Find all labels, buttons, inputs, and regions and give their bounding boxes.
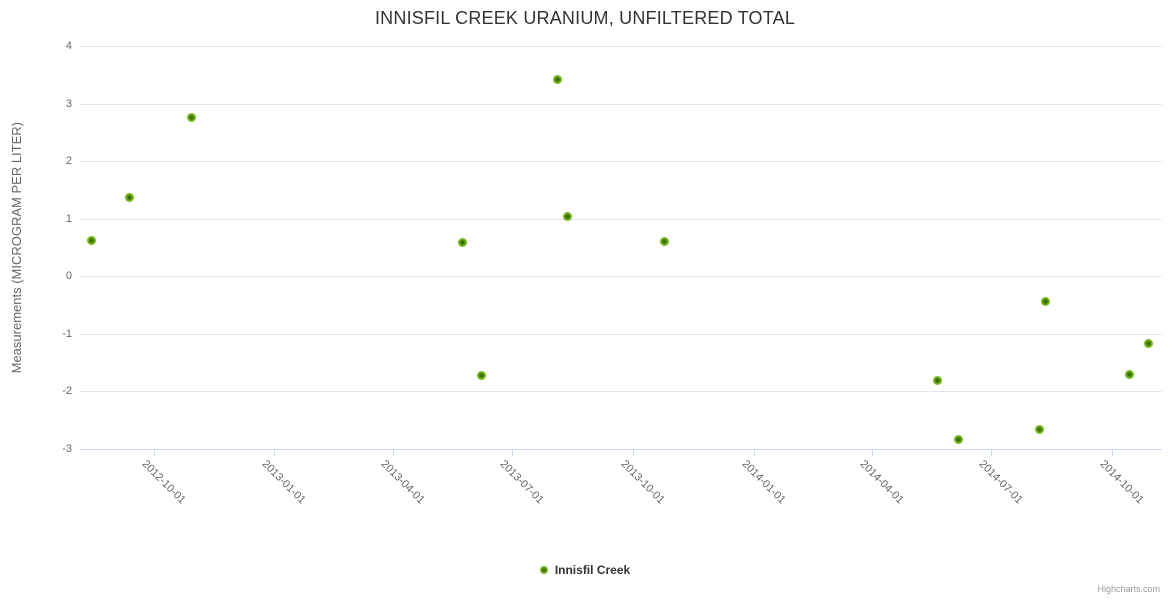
y-axis-tick-label: 1 (65, 212, 72, 225)
y-axis-title-text: Measurements (MICROGRAM PER LITER) (8, 121, 24, 374)
x-axis-tick-label: 2013-07-01 (497, 458, 546, 507)
data-point[interactable] (553, 75, 563, 85)
y-gridline (80, 391, 1162, 392)
y-axis-tick-label: 2 (65, 155, 72, 168)
data-point[interactable] (1040, 296, 1050, 306)
x-axis-tick-mark (633, 450, 634, 456)
legend-item-innisfil-creek[interactable]: Innisfil Creek (539, 563, 631, 577)
y-axis-title: Measurements (MICROGRAM PER LITER) (6, 46, 26, 449)
y-axis-tick-label: 3 (65, 97, 72, 110)
x-axis-tick-mark (1112, 450, 1113, 456)
y-axis-tick-label: -2 (62, 385, 72, 398)
data-point[interactable] (1144, 338, 1154, 348)
x-axis-tick-label: 2013-10-01 (618, 458, 667, 507)
y-axis-tick-label: -3 (62, 443, 72, 455)
y-gridline (80, 276, 1162, 277)
data-point[interactable] (953, 434, 963, 444)
x-axis-tick-mark (754, 450, 755, 456)
x-axis-tick-label: 2013-01-01 (259, 458, 309, 507)
y-gridline (80, 104, 1162, 105)
x-axis-tick-label: 2014-10-01 (1097, 458, 1146, 507)
x-axis-tick-mark (991, 450, 992, 456)
x-axis-tick-label: 2014-04-01 (857, 458, 906, 507)
x-axis-tick-label: 2014-07-01 (976, 458, 1026, 507)
data-point[interactable] (562, 211, 572, 221)
data-point[interactable] (87, 236, 97, 246)
x-axis-tick-mark (393, 450, 394, 456)
x-axis-tick-label: 2012-10-01 (139, 458, 188, 507)
legend-item-label: Innisfil Creek (554, 563, 631, 577)
y-gridline (80, 46, 1162, 47)
y-axis-tick-label: 0 (65, 270, 72, 283)
data-point[interactable] (125, 192, 135, 202)
chart-title: INNISFIL CREEK URANIUM, UNFILTERED TOTAL (374, 8, 796, 28)
legend: Innisfil Creek (0, 561, 1170, 579)
data-point[interactable] (187, 112, 197, 122)
legend-marker-icon (539, 566, 548, 574)
x-axis-line (80, 449, 1162, 450)
x-axis-tick-label: 2013-04-01 (378, 458, 427, 507)
y-gridline (80, 334, 1162, 335)
data-point[interactable] (932, 375, 942, 385)
y-gridline (80, 161, 1162, 162)
data-point[interactable] (477, 370, 487, 380)
x-axis-tick-mark (512, 450, 513, 456)
data-point[interactable] (1124, 369, 1134, 379)
y-axis-tick-label: -1 (62, 327, 72, 340)
y-gridline (80, 219, 1162, 220)
x-axis-tick-label: 2014-01-01 (739, 458, 788, 507)
data-point[interactable] (1035, 424, 1045, 434)
x-axis-tick-mark (274, 450, 275, 456)
data-point[interactable] (659, 237, 669, 247)
y-axis-tick-label: 4 (65, 40, 72, 52)
credits-link[interactable]: Highcharts.com (1097, 584, 1160, 594)
data-point[interactable] (457, 238, 467, 248)
x-axis-tick-mark (872, 450, 873, 456)
x-axis-tick-mark (154, 450, 155, 456)
